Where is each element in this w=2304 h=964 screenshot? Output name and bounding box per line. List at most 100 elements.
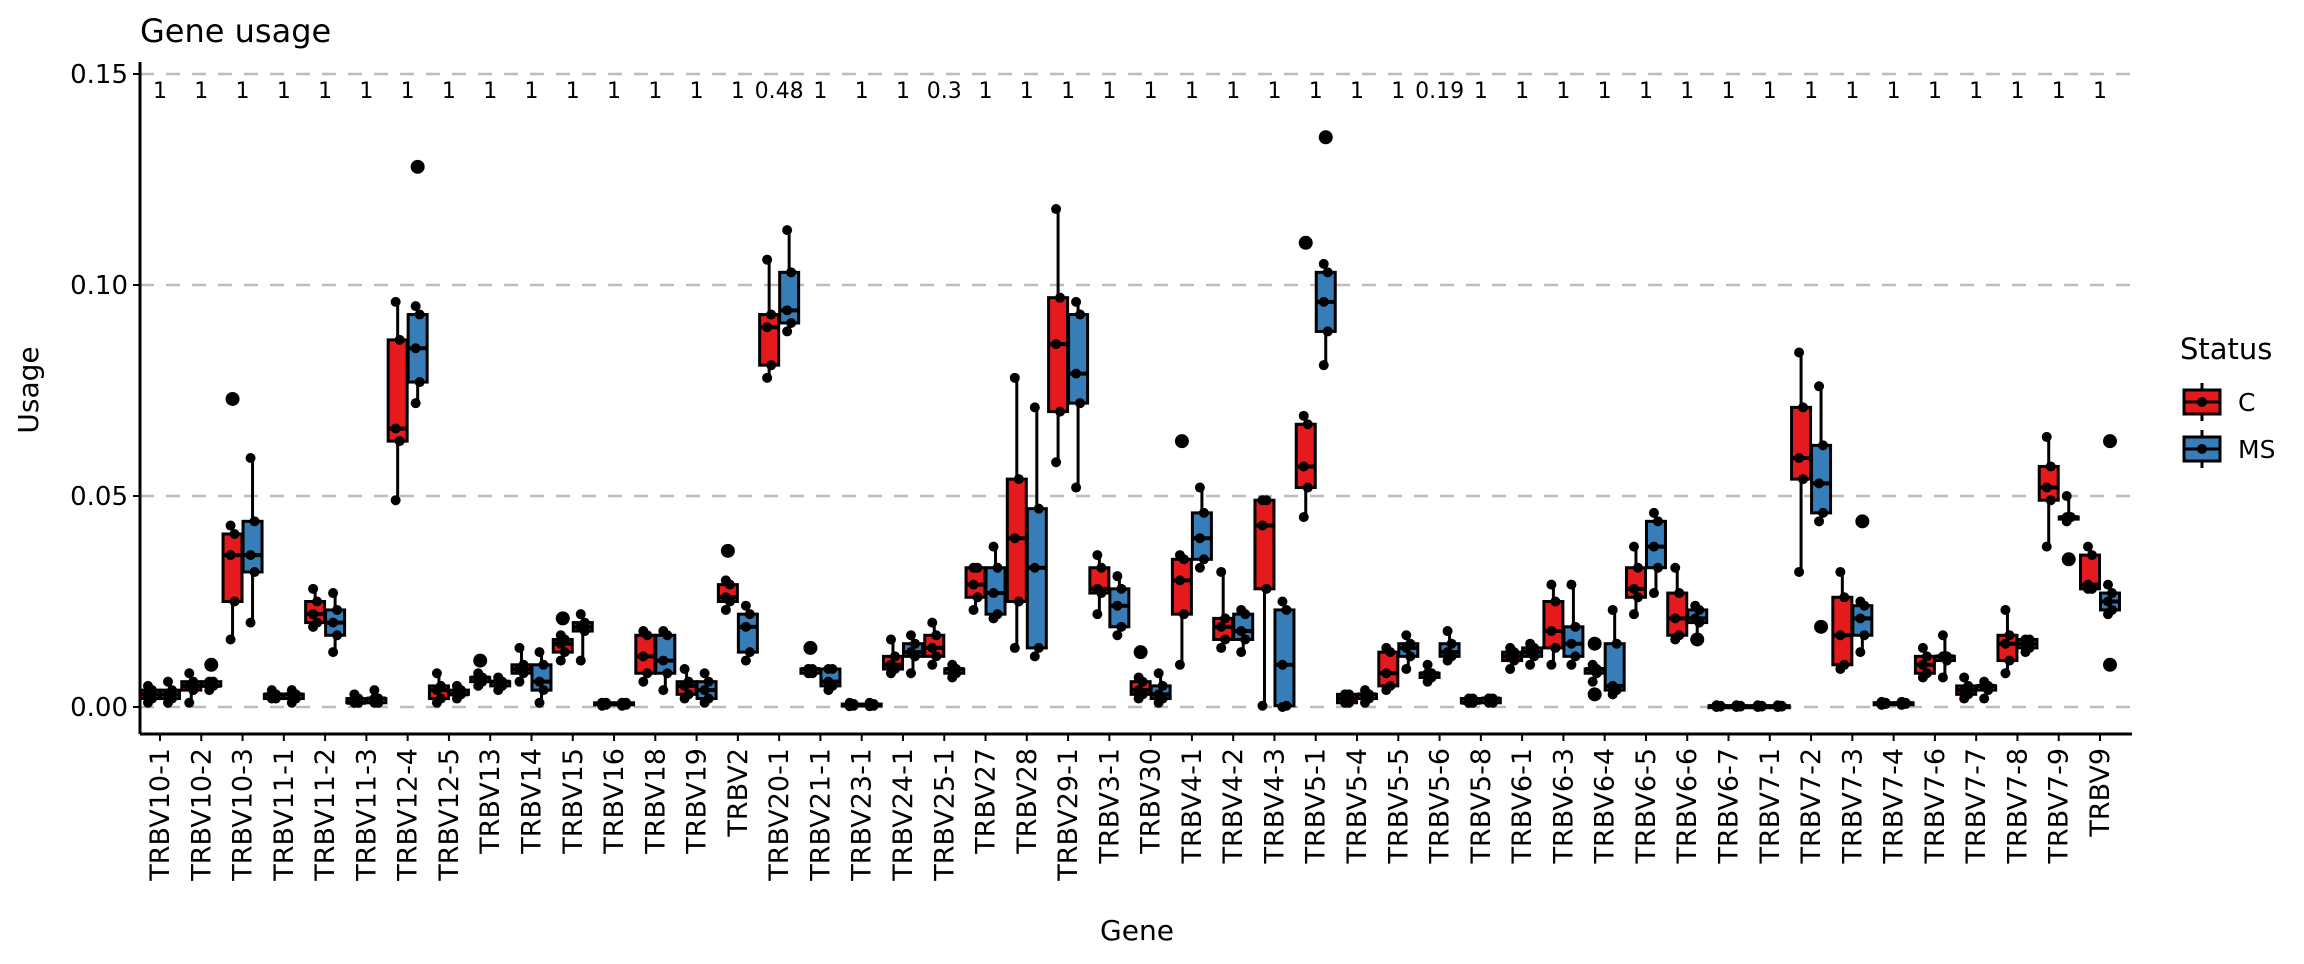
data-point [1051, 204, 1062, 215]
p-value-label: 1 [607, 79, 621, 104]
x-tick-label: TRBV6-7 [1714, 748, 1745, 865]
p-value-label: 1 [359, 79, 373, 104]
p-value-label: 1 [1144, 79, 1158, 104]
x-tick-label: TRBV11-1 [269, 748, 300, 882]
outlier-point [410, 159, 425, 174]
data-point [992, 609, 1003, 620]
data-point [2103, 596, 2113, 607]
x-tick-label: TRBV4-3 [1259, 748, 1290, 865]
data-point [638, 626, 649, 637]
data-point [1632, 562, 1643, 573]
x-tick-label: TRBV7-1 [1755, 748, 1786, 865]
data-point [638, 676, 649, 687]
box-C-TRBV25-1 [923, 617, 946, 670]
p-value-label: 1 [442, 79, 456, 104]
data-point [1194, 533, 1205, 544]
data-point [1818, 507, 1829, 518]
data-point [1340, 689, 1351, 700]
p-value-label: 0.3 [927, 79, 962, 104]
x-tick-label: TRBV2 [723, 748, 754, 838]
data-point [1798, 474, 1809, 485]
data-point [803, 664, 814, 675]
outlier-point [1855, 514, 1870, 529]
box-MS-TRBV4-1 [1190, 482, 1213, 573]
data-point [988, 588, 999, 599]
data-point [823, 676, 834, 687]
data-point [1546, 579, 1557, 590]
x-tick-label: TRBV28 [1012, 748, 1043, 855]
data-point [1587, 676, 1598, 687]
data-point [1277, 596, 1288, 607]
data-point [2065, 512, 2076, 523]
data-point [1855, 596, 1866, 607]
data-point [1298, 512, 1309, 523]
data-point [1322, 326, 1333, 337]
data-point [1051, 457, 1062, 468]
x-tick-label: TRBV10-3 [228, 748, 259, 882]
data-point [308, 583, 319, 594]
data-point [1921, 668, 1932, 679]
data-point [1281, 604, 1292, 615]
box-C-TRBV5-4 [1336, 689, 1359, 708]
box-C-TRBV30 [1129, 645, 1152, 704]
x-tick-label: TRBV12-5 [434, 748, 465, 882]
data-point [905, 668, 916, 679]
data-point [1194, 562, 1205, 573]
legend-label-C: C [2238, 388, 2255, 417]
data-point [683, 689, 694, 700]
data-point [184, 668, 195, 679]
data-point [720, 575, 731, 586]
p-value-label: 1 [1061, 79, 1075, 104]
data-point [1628, 609, 1639, 620]
box-MS-TRBV10-3 [241, 453, 264, 628]
box-MS-TRBV6-6 [1686, 600, 1709, 647]
data-point [1153, 689, 1164, 700]
box-C-TRBV16 [593, 697, 616, 711]
data-point [683, 676, 694, 687]
data-point [312, 617, 323, 628]
data-point [225, 550, 236, 561]
data-point [909, 638, 920, 649]
outlier-point [2061, 552, 2076, 567]
data-point [1505, 642, 1516, 653]
data-point [1071, 368, 1082, 379]
data-point [1607, 604, 1618, 615]
box-MS-TRBV7-8 [2016, 634, 2039, 658]
box-MS-TRBV2 [736, 600, 759, 666]
data-point [245, 550, 256, 561]
box-C-TRBV7-4 [1872, 696, 1895, 710]
outlier-point [1318, 130, 1333, 145]
data-point [1422, 659, 1433, 670]
x-tick-label: TRBV7-4 [1879, 748, 1910, 865]
p-value-label: 1 [1102, 79, 1116, 104]
p-value-label: 1 [979, 79, 993, 104]
data-point [1674, 588, 1685, 599]
legend-key-point [2197, 444, 2207, 454]
data-point [1033, 503, 1044, 514]
data-point [1648, 507, 1659, 518]
data-point [1051, 339, 1062, 350]
box-C-TRBV3-1 [1088, 550, 1111, 620]
data-point [1133, 672, 1144, 683]
data-point [163, 676, 173, 687]
data-point [1112, 630, 1123, 641]
data-point [1814, 478, 1825, 489]
x-tick-label: TRBV6-4 [1590, 748, 1621, 865]
box-MS-TRBV7-7 [1975, 676, 1998, 704]
data-point [762, 372, 773, 383]
p-value-label: 1 [1391, 79, 1405, 104]
data-point [225, 520, 236, 531]
p-value-label: 1 [1474, 79, 1488, 104]
box-C-TRBV28 [1005, 372, 1028, 653]
legend-label-MS: MS [2238, 435, 2275, 464]
data-point [720, 592, 731, 603]
data-point [1405, 651, 1416, 662]
box-iqr [1170, 557, 1193, 616]
p-value-label: 1 [2093, 79, 2107, 104]
data-point [1009, 533, 1020, 544]
x-tick-label: TRBV7-2 [1796, 748, 1827, 865]
data-point [1009, 372, 1020, 383]
data-point [328, 588, 339, 599]
x-tick-label: TRBV30 [1136, 748, 1167, 855]
p-value-label: 1 [1763, 79, 1777, 104]
